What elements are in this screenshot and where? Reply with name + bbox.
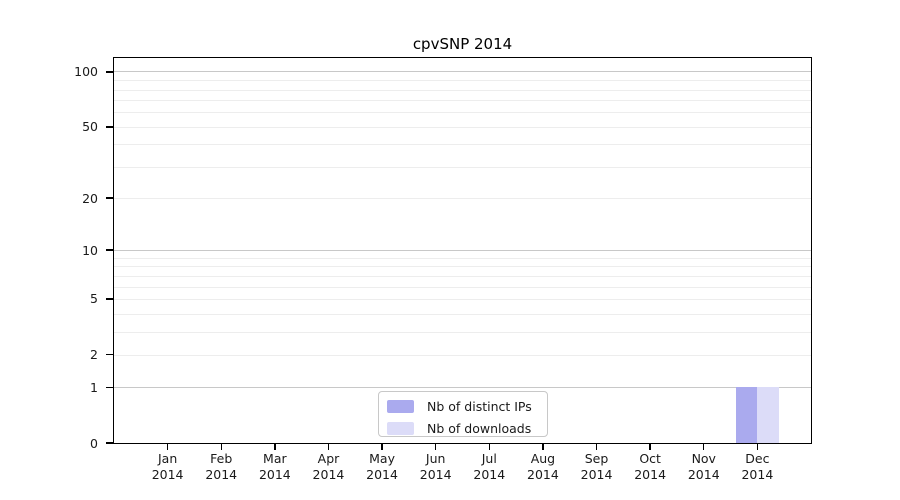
minor-gridline — [114, 89, 811, 91]
y-tick — [106, 442, 114, 444]
legend-label: Nb of downloads — [427, 421, 532, 436]
legend: Nb of distinct IPs Nb of downloads — [378, 391, 548, 437]
x-tick-month: Apr — [317, 451, 340, 466]
minor-gridline — [114, 80, 811, 82]
x-tick — [434, 444, 437, 450]
x-tick-year: 2014 — [151, 467, 184, 482]
x-tick — [595, 444, 598, 450]
x-tick-month: May — [369, 451, 395, 466]
x-tick — [220, 444, 222, 450]
x-tick — [649, 444, 651, 450]
major-gridline — [114, 249, 811, 251]
y-tick-label: 1 — [90, 379, 98, 395]
x-tick-month: Feb — [210, 451, 233, 466]
minor-gridline — [114, 100, 811, 102]
minor-gridline — [114, 144, 811, 146]
minor-gridline — [114, 275, 811, 277]
y-tick-label: 10 — [82, 242, 98, 258]
x-tick-year: 2014 — [527, 467, 559, 482]
x-tick — [166, 444, 169, 450]
y-tick — [106, 197, 114, 199]
y-tick-label: 2 — [90, 347, 98, 363]
x-tick — [327, 444, 330, 450]
major-gridline — [114, 386, 811, 388]
y-tick — [106, 249, 114, 251]
x-tick — [542, 444, 544, 450]
x-tick-month: Oct — [639, 451, 661, 466]
x-tick — [488, 444, 490, 450]
x-tick-label: Apr 2014 — [296, 451, 360, 483]
x-tick-label: Aug 2014 — [511, 451, 575, 483]
major-gridline — [114, 71, 811, 73]
x-tick-year: 2014 — [741, 467, 774, 482]
legend-label: Nb of distinct IPs — [427, 399, 532, 414]
y-tick — [106, 126, 114, 128]
y-tick-label: 5 — [90, 291, 98, 307]
x-tick-label: Jun 2014 — [404, 451, 468, 483]
x-tick-month: Jul — [481, 451, 497, 466]
x-tick-label: Nov 2014 — [672, 451, 736, 483]
minor-gridline — [114, 266, 811, 268]
chart-title: cpvSNP 2014 — [412, 35, 513, 53]
x-tick-label: Oct 2014 — [618, 451, 682, 483]
x-tick-year: 2014 — [366, 467, 398, 482]
y-tick — [106, 71, 114, 73]
minor-gridline — [114, 166, 811, 168]
x-tick-month: Nov — [691, 451, 716, 466]
x-tick-label: Mar 2014 — [243, 451, 307, 483]
legend-item-nb-of-downloads: Nb of downloads — [387, 420, 539, 437]
x-tick-year: 2014 — [312, 467, 345, 482]
x-tick-label: Sep 2014 — [565, 451, 629, 483]
x-tick-label: Feb 2014 — [189, 451, 253, 483]
x-tick-label: May 2014 — [350, 451, 414, 483]
legend-swatch-nb-of-downloads — [387, 422, 414, 435]
x-tick-year: 2014 — [258, 467, 291, 482]
x-tick-year: 2014 — [687, 467, 720, 482]
x-tick-month: Mar — [263, 451, 287, 466]
x-tick-month: Aug — [530, 451, 556, 466]
y-tick-label: 50 — [82, 119, 98, 135]
minor-gridline — [114, 198, 811, 200]
y-tick — [106, 386, 114, 388]
x-tick — [381, 444, 383, 450]
x-tick-year: 2014 — [205, 467, 238, 482]
x-tick — [756, 444, 759, 450]
legend-swatch-nb-of-distinct-ips — [387, 400, 414, 413]
legend-item-nb-of-distinct-ips: Nb of distinct IPs — [387, 398, 539, 415]
x-tick — [703, 444, 705, 450]
x-tick-year: 2014 — [419, 467, 452, 482]
x-tick-label: Dec 2014 — [725, 451, 789, 483]
minor-gridline — [114, 354, 811, 356]
x-tick-year: 2014 — [580, 467, 613, 482]
x-tick-month: Sep — [584, 451, 609, 466]
x-tick-label: Jul 2014 — [457, 451, 521, 483]
x-tick-month: Dec — [745, 451, 770, 466]
y-tick — [106, 298, 114, 300]
minor-gridline — [114, 126, 811, 128]
minor-gridline — [114, 331, 811, 333]
minor-gridline — [114, 298, 811, 300]
x-tick-year: 2014 — [473, 467, 506, 482]
x-tick-year: 2014 — [634, 467, 667, 482]
x-tick-label: Jan 2014 — [136, 451, 200, 483]
plot-area — [114, 58, 811, 443]
x-tick-month: Jun — [425, 451, 446, 466]
bar-nb-of-downloads — [757, 387, 779, 443]
minor-gridline — [114, 286, 811, 288]
x-tick-month: Jan — [157, 451, 178, 466]
minor-gridline — [114, 313, 811, 315]
y-tick — [106, 353, 114, 356]
bar-nb-of-distinct-ips — [735, 387, 758, 443]
y-tick-label: 20 — [82, 190, 98, 206]
x-tick — [274, 444, 276, 450]
y-tick-label: 0 — [90, 435, 98, 451]
minor-gridline — [114, 112, 811, 114]
y-tick-label: 100 — [74, 64, 98, 80]
minor-gridline — [114, 257, 811, 259]
